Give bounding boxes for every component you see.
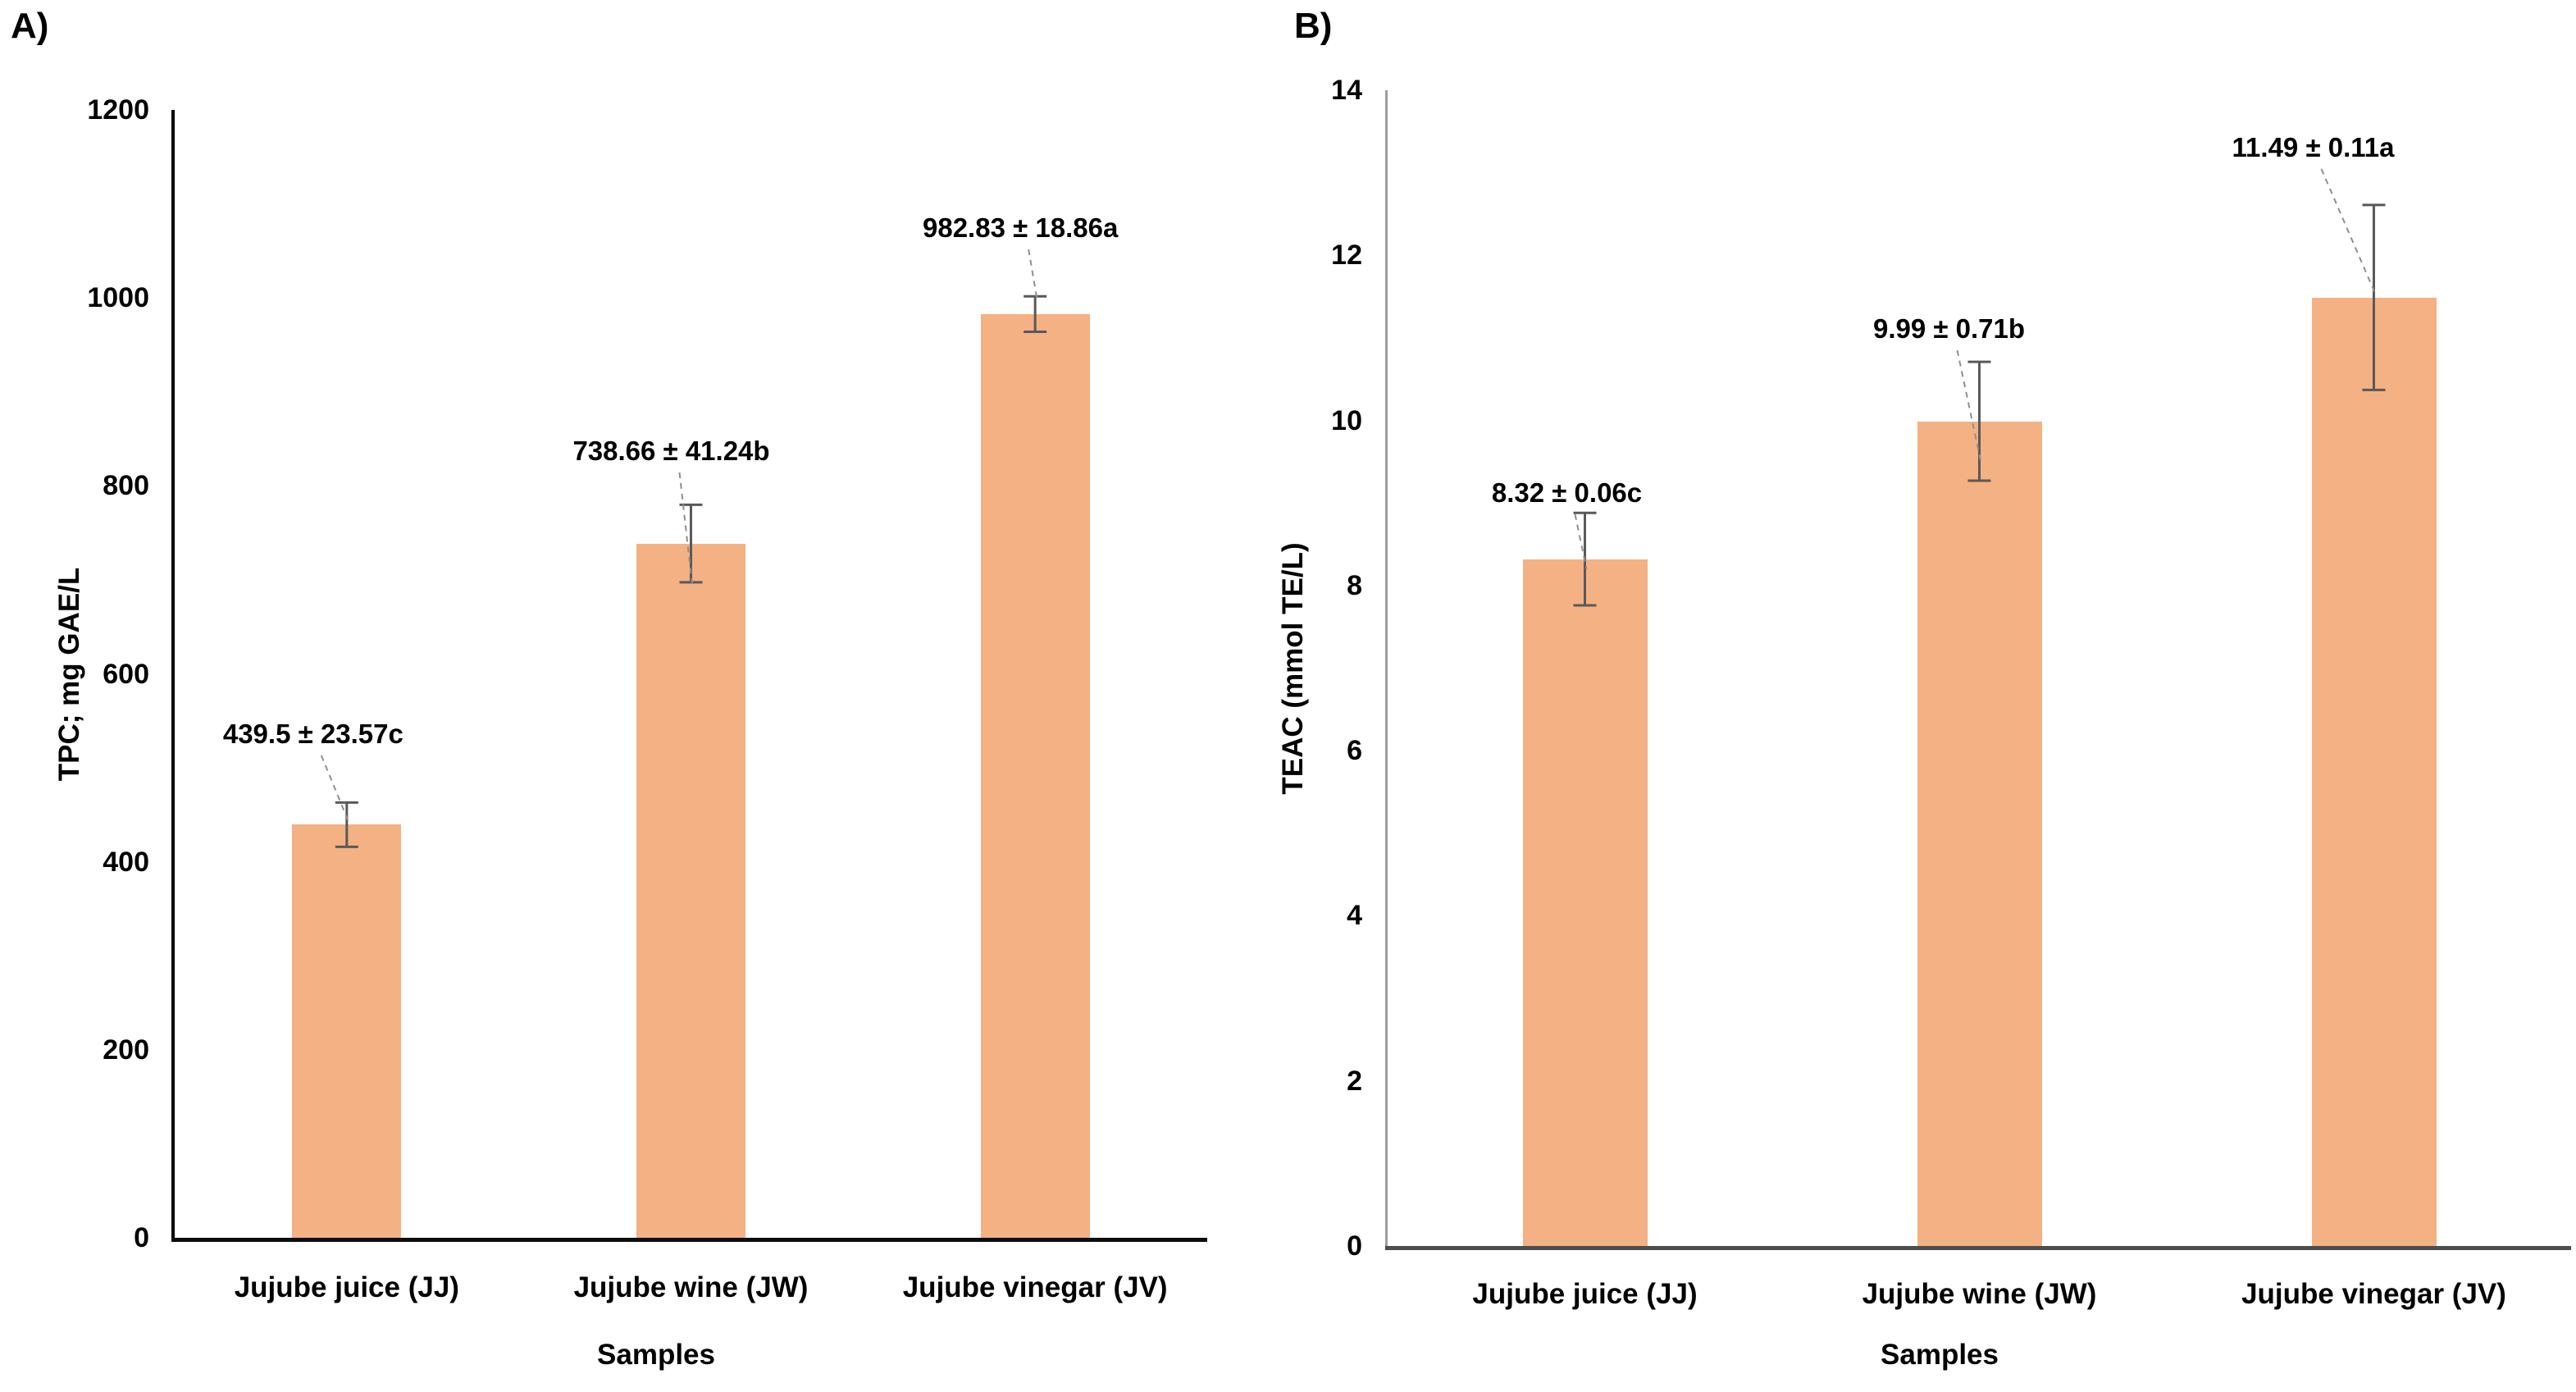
ytick-label: 800 [103, 470, 149, 502]
category-label: Jujube wine (JW) [573, 1271, 809, 1303]
ytick-label: 10 [1331, 404, 1362, 436]
bar-2 [636, 543, 745, 1238]
category-label: Jujube vinegar (JV) [902, 1271, 1168, 1303]
x-axis-title-b: Samples [1881, 1339, 1999, 1371]
value-label: 9.99 ± 0.71b [1872, 313, 2026, 344]
value-label: 8.32 ± 0.06c [1491, 477, 1643, 508]
category-label: Jujube juice (JJ) [1472, 1278, 1698, 1310]
y-axis-line [1385, 90, 1388, 1250]
bar-1 [292, 824, 402, 1238]
ytick-label: 12 [1331, 240, 1362, 272]
bar-1 [1522, 559, 1648, 1246]
ytick-label: 0 [134, 1222, 149, 1253]
ytick-label: 400 [103, 846, 149, 878]
category-label: Jujube vinegar (JV) [2241, 1278, 2506, 1310]
ytick-label: 1000 [87, 282, 149, 314]
panel-a-label: A) [11, 6, 49, 46]
ytick-label: 14 [1331, 75, 1362, 106]
category-label: Jujube juice (JJ) [234, 1271, 459, 1303]
value-label: 738.66 ± 41.24b [572, 436, 770, 466]
ytick-label: 8 [1347, 569, 1362, 601]
ytick-label: 6 [1347, 735, 1362, 767]
ytick-label: 1200 [87, 94, 149, 126]
value-label: 439.5 ± 23.57c [222, 719, 403, 749]
category-label: Jujube wine (JW) [1862, 1278, 2097, 1310]
bar-2 [1917, 421, 2042, 1246]
x-axis-line [171, 1238, 1207, 1242]
value-label: 982.83 ± 18.86a [922, 212, 1119, 243]
value-label: 11.49 ± 0.11a [2232, 132, 2395, 162]
ytick-label: 0 [1347, 1230, 1362, 1262]
panel-b-label: B) [1294, 6, 1333, 46]
bar-3 [2311, 297, 2437, 1246]
x-axis-title-a: Samples [597, 1339, 715, 1371]
y-axis-line [171, 110, 175, 1242]
x-axis-line [1385, 1246, 2571, 1250]
bar-3 [980, 313, 1090, 1238]
ytick-label: 600 [103, 658, 149, 690]
ytick-label: 2 [1347, 1065, 1362, 1097]
ytick-label: 200 [103, 1034, 149, 1066]
ytick-label: 4 [1347, 900, 1362, 932]
